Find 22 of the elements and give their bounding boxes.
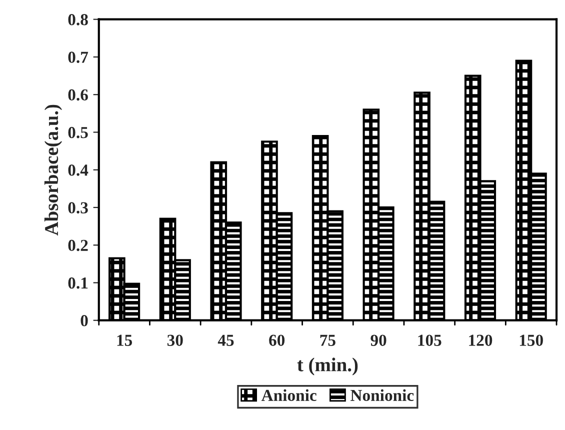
y-tick-label: 0 (80, 315, 88, 326)
x-tick-label: 105 (418, 334, 442, 346)
x-tick-label: 75 (320, 334, 336, 346)
legend-label: Nonionic (350, 389, 414, 402)
y-tick-label: 0.3 (68, 202, 88, 214)
y-tick-label: 0.6 (68, 89, 88, 101)
y-tick-label: 0.5 (68, 126, 88, 138)
x-axis-title: t (min.) (297, 358, 358, 376)
y-tick-label: 0.7 (68, 52, 88, 63)
legend-label: Anionic (261, 389, 316, 402)
y-tick-label: 0.2 (68, 240, 88, 252)
x-tick-label: 45 (218, 334, 234, 346)
x-tick-label: 60 (269, 334, 285, 346)
y-tick-label: 0.4 (68, 164, 88, 176)
y-tick-label: 0.1 (68, 277, 88, 289)
x-tick-label: 15 (117, 334, 132, 346)
x-tick-label: 150 (520, 334, 543, 346)
x-tick-label: 90 (370, 334, 386, 346)
x-tick-label: 120 (469, 334, 492, 346)
x-tick-label: 30 (167, 334, 183, 346)
y-tick-label: 0.8 (68, 14, 88, 26)
y-axis-title: Absorbace(a.u.) (44, 104, 62, 236)
